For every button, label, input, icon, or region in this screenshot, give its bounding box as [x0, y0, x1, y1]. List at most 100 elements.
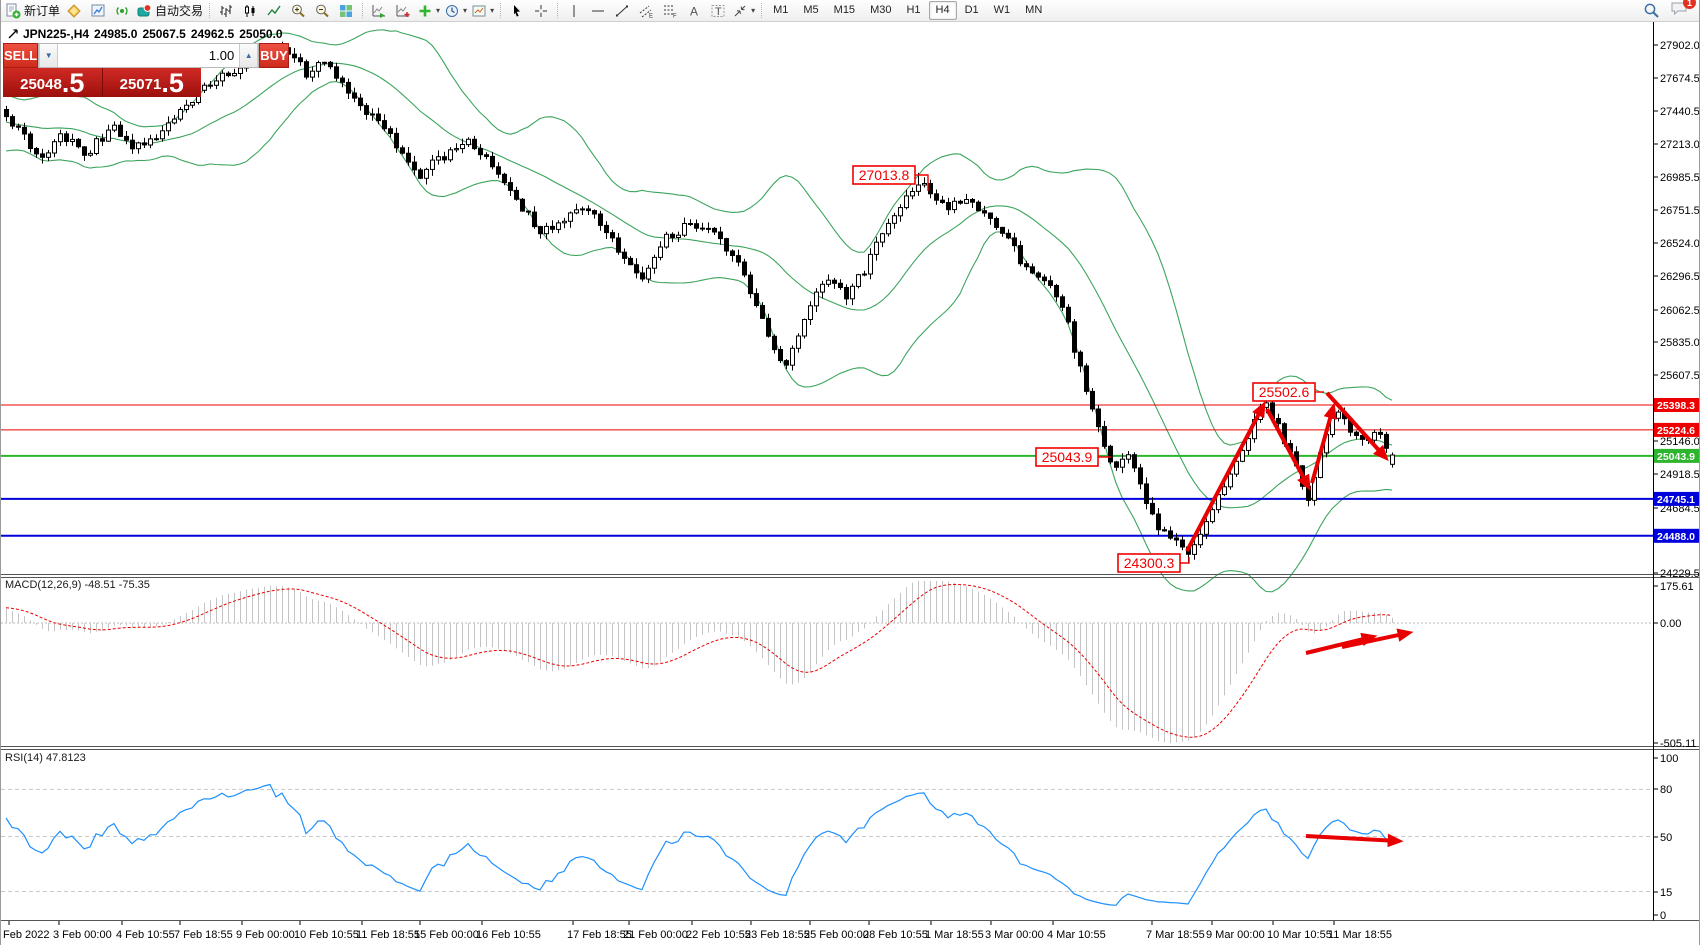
signals-button[interactable]	[110, 1, 134, 21]
line-chart-mode-button[interactable]	[262, 1, 286, 21]
tile-windows-button[interactable]	[334, 1, 358, 21]
vertical-line-tool-button[interactable]	[562, 1, 586, 21]
bear-candle	[472, 138, 477, 150]
horizontal-line-tool-button[interactable]	[586, 1, 610, 21]
bear-candle	[982, 210, 987, 214]
autotrading-button[interactable]: 自动交易	[134, 1, 205, 21]
trendline-tool-button[interactable]	[610, 1, 634, 21]
bear-candle	[622, 251, 627, 259]
bollinger-upper-band	[5, 29, 1393, 446]
chart-window-icon	[91, 4, 105, 16]
vertical-line-icon	[573, 4, 575, 17]
bear-candle	[1012, 237, 1017, 247]
time-axis[interactable]: Feb 2022 3 Feb 00:00 4 Feb 10:55 7 Feb 18:5…	[3, 921, 1392, 941]
timeframe-m5-button[interactable]: M5	[803, 4, 819, 16]
bear-candle	[766, 317, 771, 337]
zoom-in-button[interactable]	[286, 1, 310, 21]
sell-button[interactable]: SELL	[3, 43, 39, 68]
bear-candle	[118, 124, 123, 137]
macd-trend-arrow[interactable]	[1305, 632, 1378, 655]
bid-price[interactable]: 25048 .5	[3, 68, 103, 97]
trend-arrow[interactable]	[1265, 408, 1311, 491]
volume-decrease-button[interactable]: ▼	[39, 44, 59, 67]
bull-candle	[1204, 521, 1209, 535]
bear-candle	[34, 148, 39, 155]
timeframe-mn-button[interactable]: MN	[1025, 4, 1043, 16]
bear-candle	[1024, 263, 1029, 268]
timeframe-m30-button[interactable]: M30	[870, 4, 892, 16]
price-tag-label: 25398.3	[1657, 400, 1695, 412]
ask-price[interactable]: 25071 .5	[102, 68, 201, 97]
candlestick-mode-button[interactable]	[238, 1, 262, 21]
bear-candle	[352, 92, 357, 99]
rsi-trend-arrow[interactable]	[1305, 833, 1404, 848]
templates-button[interactable]: ▾	[469, 1, 496, 21]
trend-arrow[interactable]	[1310, 402, 1337, 484]
text-label-tool-button[interactable]: T	[706, 1, 730, 21]
bull-candle	[706, 227, 711, 230]
macd-pane	[1, 581, 1653, 743]
search-icon[interactable]	[1643, 2, 1660, 19]
bull-candle	[904, 195, 909, 209]
price-axis-label: 26296.5	[1660, 271, 1700, 283]
timeframe-m1-button[interactable]: M1	[773, 4, 789, 16]
bear-candle	[772, 335, 777, 351]
bull-candle	[952, 200, 957, 211]
metaeditor-button[interactable]	[62, 1, 86, 21]
timeframe-h1-button[interactable]: H1	[906, 4, 921, 16]
bear-candle	[1036, 272, 1041, 278]
timeframe-m15-button[interactable]: M15	[833, 4, 856, 16]
bull-candle	[430, 159, 435, 170]
crosshair-tool-button[interactable]	[529, 1, 553, 21]
timeframe-w1-button[interactable]: W1	[993, 4, 1011, 16]
macd-signal-line	[5, 583, 1393, 738]
price-annotation-text: 24300.3	[1124, 555, 1175, 571]
bear-candle	[502, 173, 507, 184]
fibonacci-tool-button[interactable]: F	[658, 1, 682, 21]
bull-candle	[202, 84, 207, 91]
indicators-button[interactable]: ▾	[415, 1, 442, 21]
new-order-button[interactable]: 新订单	[3, 1, 62, 21]
bear-candle	[1150, 502, 1155, 515]
candlestick-icon	[245, 4, 255, 17]
channel-tool-button[interactable]: E	[634, 1, 658, 21]
chat-button[interactable]: 1	[1670, 0, 1696, 21]
text-tool-button[interactable]: A	[682, 1, 706, 21]
arrows-tool-button[interactable]: ▾	[730, 1, 757, 21]
timeframe-h4-button[interactable]: H4	[928, 1, 957, 20]
bull-candle	[70, 138, 75, 142]
bear-candle	[688, 223, 693, 225]
bull-candle	[112, 124, 117, 131]
time-label: 23 Feb 18:55	[745, 929, 810, 941]
cursor-tool-button[interactable]	[505, 1, 529, 21]
periods-button[interactable]: ▾	[442, 1, 469, 21]
macd-trend-arrow[interactable]	[1341, 628, 1414, 649]
trend-arrow[interactable]	[1185, 401, 1266, 552]
bar-chart-mode-button[interactable]	[214, 1, 238, 21]
annotations-layer: 27013.8 25502.6 25043.9 24300.3	[852, 165, 1389, 573]
timeframe-d1-button[interactable]: D1	[964, 4, 979, 16]
bid-pip-digit: .5	[61, 68, 85, 98]
bull-candle	[916, 184, 921, 192]
bear-candle	[1090, 390, 1095, 410]
market-watch-button[interactable]	[86, 1, 110, 21]
bar-open: 24985.0	[94, 27, 138, 41]
bull-candle	[310, 70, 315, 78]
buy-button[interactable]: BUY	[259, 43, 289, 68]
bull-candle	[94, 138, 99, 154]
zoom-out-button[interactable]	[310, 1, 334, 21]
bull-candle	[1210, 509, 1215, 523]
trend-arrow[interactable]	[1325, 391, 1389, 462]
toolbar-separator	[557, 3, 559, 18]
auto-scroll-button[interactable]	[367, 1, 391, 21]
bear-candle	[1306, 485, 1311, 501]
volume-increase-button[interactable]: ▲	[239, 44, 259, 67]
price-tag-label: 24488.0	[1657, 531, 1695, 543]
bear-candle	[1354, 431, 1359, 437]
volume-input[interactable]	[58, 44, 240, 67]
bear-candle	[478, 148, 483, 156]
chart-shift-button[interactable]	[391, 1, 415, 21]
bull-candle	[790, 347, 795, 366]
price-axis-label: 26524.0	[1660, 238, 1700, 250]
